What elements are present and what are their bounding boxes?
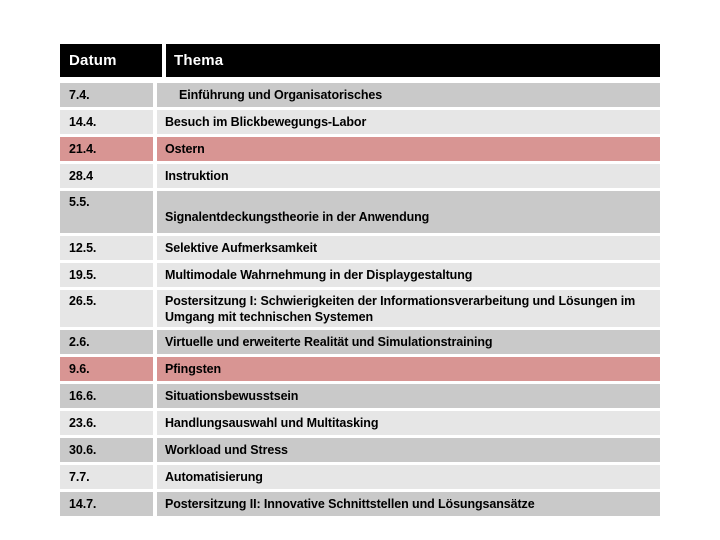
table-row: 2.6. Virtuelle und erweiterte Realität u… bbox=[60, 330, 660, 354]
date-cell: 16.6. bbox=[60, 384, 153, 408]
date-value: 30.6. bbox=[69, 443, 97, 457]
thema-value: Automatisierung bbox=[165, 470, 263, 484]
thema-value: Selektive Aufmerksamkeit bbox=[165, 241, 318, 255]
table-row: 14.4. Besuch im Blickbewegungs-Labor bbox=[60, 110, 660, 134]
table-header-row: Datum Thema bbox=[60, 44, 660, 77]
thema-cell: Workload und Stress bbox=[157, 438, 660, 462]
thema-value: Ostern bbox=[165, 142, 205, 156]
thema-cell: Postersitzung II: Innovative Schnittstel… bbox=[157, 492, 660, 516]
thema-cell: Instruktion bbox=[157, 164, 660, 188]
thema-cell: Besuch im Blickbewegungs-Labor bbox=[157, 110, 660, 134]
date-value: 5.5. bbox=[69, 195, 90, 209]
header-cell-datum: Datum bbox=[60, 44, 162, 77]
date-value: 26.5. bbox=[69, 294, 97, 308]
date-cell: 30.6. bbox=[60, 438, 153, 462]
thema-value: Virtuelle und erweiterte Realität und Si… bbox=[165, 335, 493, 349]
thema-value: Postersitzung I: Schwierigkeiten der Inf… bbox=[165, 294, 636, 324]
date-value: 16.6. bbox=[69, 389, 97, 403]
table-row: 30.6. Workload und Stress bbox=[60, 438, 660, 462]
table-row: 16.6. Situationsbewusstsein bbox=[60, 384, 660, 408]
thema-value: Workload und Stress bbox=[165, 443, 288, 457]
thema-value: Signalentdeckungstheorie in der Anwendun… bbox=[165, 210, 430, 224]
thema-value: Postersitzung II: Innovative Schnittstel… bbox=[165, 497, 535, 511]
date-cell: 12.5. bbox=[60, 236, 153, 260]
thema-value: Handlungsauswahl und Multitasking bbox=[165, 416, 379, 430]
thema-cell: Virtuelle und erweiterte Realität und Si… bbox=[157, 330, 660, 354]
date-value: 7.4. bbox=[69, 88, 90, 102]
header-label-datum: Datum bbox=[69, 52, 117, 69]
thema-cell: Automatisierung bbox=[157, 465, 660, 489]
thema-cell: Pfingsten bbox=[157, 357, 660, 381]
table-body: 7.4. Einführung und Organisatorisches 14… bbox=[60, 83, 660, 519]
thema-value: Multimodale Wahrnehmung in der Displayge… bbox=[165, 268, 473, 282]
thema-value: Besuch im Blickbewegungs-Labor bbox=[165, 115, 367, 129]
date-cell: 5.5. bbox=[60, 191, 153, 233]
table-row: 19.5. Multimodale Wahrnehmung in der Dis… bbox=[60, 263, 660, 287]
thema-value: Instruktion bbox=[165, 169, 229, 183]
table-row: 12.5. Selektive Aufmerksamkeit bbox=[60, 236, 660, 260]
header-cell-thema: Thema bbox=[166, 44, 660, 77]
thema-cell: Ostern bbox=[157, 137, 660, 161]
date-cell: 7.7. bbox=[60, 465, 153, 489]
date-cell: 14.4. bbox=[60, 110, 153, 134]
header-label-thema: Thema bbox=[174, 52, 224, 69]
date-cell: 28.4 bbox=[60, 164, 153, 188]
thema-value: Situationsbewusstsein bbox=[165, 389, 299, 403]
table-row: 21.4. Ostern bbox=[60, 137, 660, 161]
date-cell: 26.5. bbox=[60, 290, 153, 327]
date-value: 9.6. bbox=[69, 362, 90, 376]
thema-value: Einführung und Organisatorisches bbox=[179, 88, 383, 102]
date-value: 2.6. bbox=[69, 335, 90, 349]
thema-cell: Selektive Aufmerksamkeit bbox=[157, 236, 660, 260]
thema-cell: Handlungsauswahl und Multitasking bbox=[157, 411, 660, 435]
date-cell: 7.4. bbox=[60, 83, 153, 107]
table-row: 7.4. Einführung und Organisatorisches bbox=[60, 83, 660, 107]
date-value: 12.5. bbox=[69, 241, 97, 255]
date-cell: 9.6. bbox=[60, 357, 153, 381]
date-cell: 2.6. bbox=[60, 330, 153, 354]
table-row: 26.5. Postersitzung I: Schwierigkeiten d… bbox=[60, 290, 660, 327]
table-row: 5.5. Signalentdeckungstheorie in der Anw… bbox=[60, 191, 660, 233]
thema-cell: Signalentdeckungstheorie in der Anwendun… bbox=[157, 191, 660, 233]
date-cell: 14.7. bbox=[60, 492, 153, 516]
date-value: 21.4. bbox=[69, 142, 97, 156]
date-value: 28.4 bbox=[69, 169, 93, 183]
date-cell: 19.5. bbox=[60, 263, 153, 287]
date-value: 14.7. bbox=[69, 497, 97, 511]
date-value: 23.6. bbox=[69, 416, 97, 430]
date-cell: 21.4. bbox=[60, 137, 153, 161]
thema-value: Pfingsten bbox=[165, 362, 222, 376]
table-row: 7.7. Automatisierung bbox=[60, 465, 660, 489]
date-value: 14.4. bbox=[69, 115, 97, 129]
thema-cell: Multimodale Wahrnehmung in der Displayge… bbox=[157, 263, 660, 287]
thema-cell: Situationsbewusstsein bbox=[157, 384, 660, 408]
table-row: 28.4 Instruktion bbox=[60, 164, 660, 188]
date-value: 19.5. bbox=[69, 268, 97, 282]
thema-cell: Postersitzung I: Schwierigkeiten der Inf… bbox=[157, 290, 660, 327]
table-row: 14.7. Postersitzung II: Innovative Schni… bbox=[60, 492, 660, 516]
table-row: 23.6. Handlungsauswahl und Multitasking bbox=[60, 411, 660, 435]
thema-cell: Einführung und Organisatorisches bbox=[157, 83, 660, 107]
date-cell: 23.6. bbox=[60, 411, 153, 435]
date-value: 7.7. bbox=[69, 470, 90, 484]
table-row: 9.6. Pfingsten bbox=[60, 357, 660, 381]
schedule-table: Datum Thema 7.4. Einführung und Organisa… bbox=[60, 44, 660, 519]
